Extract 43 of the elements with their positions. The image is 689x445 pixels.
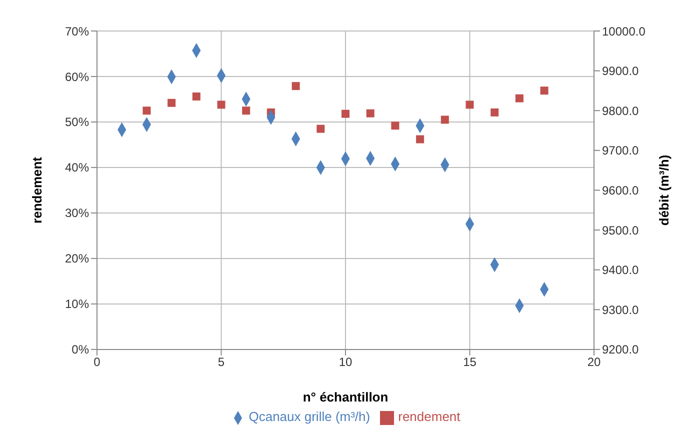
y2-tick-label: 10000.0 xyxy=(602,24,646,38)
x-tick-label: 0 xyxy=(94,354,101,369)
point xyxy=(168,98,176,107)
point xyxy=(490,108,499,116)
y-tick-label: 60% xyxy=(64,70,90,84)
point xyxy=(292,82,300,90)
x-tick-label: 10 xyxy=(338,354,352,369)
point xyxy=(242,106,250,115)
point xyxy=(540,86,548,95)
y-tick-label: 10% xyxy=(64,297,90,312)
y2-tick-label: 9200.0 xyxy=(602,342,640,357)
point xyxy=(366,109,374,118)
y-tick-label: 0% xyxy=(72,342,90,357)
point xyxy=(391,122,400,130)
x-axis-title: n° échantillon xyxy=(302,389,388,404)
point xyxy=(217,100,226,109)
point xyxy=(142,106,151,115)
point xyxy=(192,92,200,101)
point xyxy=(466,100,474,109)
y-tick-label: 30% xyxy=(64,206,90,220)
x-tick-label: 5 xyxy=(218,354,225,369)
y2-tick-label: 9500.0 xyxy=(602,223,640,238)
y-tick-label: 70% xyxy=(64,24,90,38)
point xyxy=(316,124,325,133)
y2-tick-label: 9600.0 xyxy=(602,183,640,198)
y-tick-label: 40% xyxy=(64,160,90,175)
y2-tick-label: 9700.0 xyxy=(602,144,640,158)
y2-tick-label: 9400.0 xyxy=(602,263,640,278)
y2-axis-title: débit (m³/h) xyxy=(656,154,672,226)
y-axis-title: rendement xyxy=(30,156,45,224)
y2-tick-label: 9300.0 xyxy=(602,302,640,317)
y2-tick-label: 9800.0 xyxy=(602,104,640,118)
legend-label: rendement xyxy=(398,409,460,424)
legend-label: Qcanaux grille (m³/h) xyxy=(248,409,370,424)
point xyxy=(342,110,350,118)
x-tick-label: 20 xyxy=(587,354,601,369)
y-tick-label: 50% xyxy=(64,115,90,130)
point xyxy=(515,94,524,102)
y-tick-label: 20% xyxy=(64,252,90,266)
point xyxy=(416,135,424,144)
y2-tick-label: 9900.0 xyxy=(602,64,640,78)
point xyxy=(440,116,449,124)
x-tick-label: 15 xyxy=(463,354,477,369)
